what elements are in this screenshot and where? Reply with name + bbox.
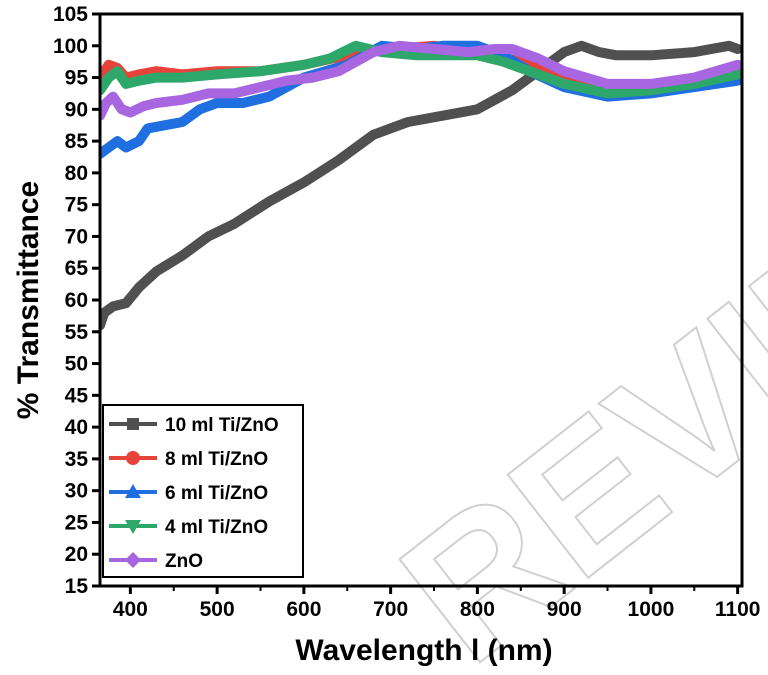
legend-marker-triangle-up [125, 484, 141, 498]
y-tick-label: 20 [65, 543, 88, 566]
legend-label-3: 4 ml Ti/ZnO [165, 517, 268, 538]
y-tick-label: 15 [65, 575, 89, 598]
series-layer [100, 40, 742, 331]
y-tick-label: 30 [65, 480, 88, 503]
x-tick-label: 500 [200, 598, 235, 621]
series-line-3 [100, 40, 742, 99]
x-tick-label: 600 [286, 598, 321, 621]
legend-marker-triangle-down [125, 520, 141, 534]
x-tick-label: 700 [373, 598, 408, 621]
x-tick-label: 1100 [715, 598, 761, 621]
axes-layer: 400 500 600 700 800 900 1000 1100 15 20 25 30 35 40 45… [53, 3, 760, 621]
x-tick-label: 1000 [628, 598, 675, 621]
legend-label-1: 8 ml Ti/ZnO [165, 449, 268, 470]
y-tick-label: 55 [65, 321, 89, 344]
y-tick-label: 60 [65, 289, 88, 312]
x-axis-title: Wavelength l (nm) [295, 634, 552, 667]
y-tick-label: 40 [65, 416, 88, 439]
x-tick-label: 900 [547, 598, 582, 621]
y-tick-label: 95 [65, 67, 89, 90]
legend-marker-square [127, 418, 139, 430]
x-tick-label: 800 [460, 598, 495, 621]
y-tick-label: 50 [65, 353, 88, 376]
y-tick-label: 75 [65, 194, 89, 217]
legend-label-4: ZnO [165, 551, 203, 572]
y-tick-label: 85 [65, 130, 89, 153]
legend: 10 ml Ti/ZnO 8 ml Ti/ZnO 6 ml Ti/ZnO 4 ml T… [102, 404, 304, 578]
legend-label-0: 10 ml Ti/ZnO [165, 415, 279, 436]
y-tick-label: 25 [65, 511, 89, 534]
y-tick-label: 65 [65, 257, 89, 280]
legend-marker-circle [126, 451, 140, 465]
legend-label-2: 6 ml Ti/ZnO [165, 483, 268, 504]
series-line-4 [100, 40, 742, 121]
y-tick-label: 90 [65, 98, 88, 121]
y-tick-label: 35 [65, 448, 89, 471]
x-tick-label: 400 [113, 598, 148, 621]
y-tick-label: 80 [65, 162, 88, 185]
y-tick-label: 105 [53, 3, 88, 26]
series-line-0 [100, 40, 742, 331]
y-tick-label: 100 [53, 35, 88, 58]
y-axis-title: % Transmittance [12, 181, 45, 419]
legend-marker-diamond [125, 552, 141, 568]
y-tick-label: 45 [65, 384, 89, 407]
y-tick-label: 70 [65, 225, 88, 248]
